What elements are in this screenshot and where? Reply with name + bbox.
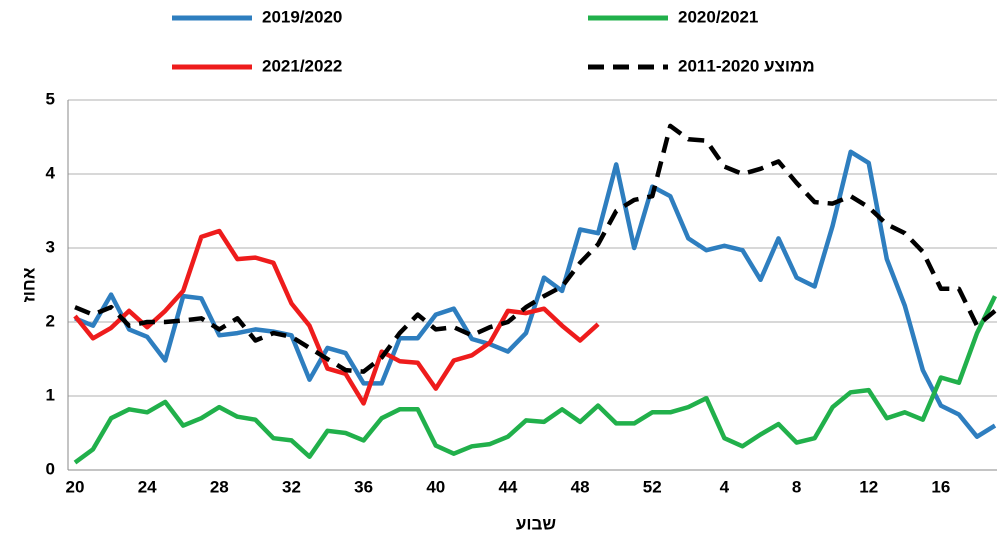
x-tick-label: 20 <box>66 477 85 496</box>
y-tick-label: 3 <box>46 237 55 256</box>
legend-label: ממוצע 2011-2020 <box>678 56 815 75</box>
x-tick-label: 4 <box>720 477 730 496</box>
series-line <box>74 149 997 439</box>
x-axis-label: שבוע <box>516 514 557 533</box>
x-tick-label: 36 <box>354 477 373 496</box>
x-tick-label: 12 <box>859 477 878 496</box>
x-tick-label: 40 <box>426 477 445 496</box>
y-tick-label: 0 <box>46 459 55 478</box>
y-tick-label: 5 <box>46 89 55 108</box>
x-tick-label: 48 <box>571 477 590 496</box>
y-tick-label: 2 <box>46 311 55 330</box>
x-tick-label: 52 <box>643 477 662 496</box>
x-tick-label: 8 <box>792 477 801 496</box>
legend-label: 2020/2021 <box>678 7 758 26</box>
series-line <box>74 123 997 374</box>
legend-label: 2019/2020 <box>262 7 342 26</box>
series-line <box>73 295 998 465</box>
series-line <box>73 228 600 406</box>
legend-label: 2021/2022 <box>262 56 342 75</box>
x-tick-label: 44 <box>498 477 517 496</box>
y-tick-label: 1 <box>46 385 55 404</box>
x-tick-label: 32 <box>282 477 301 496</box>
y-tick-label: 4 <box>46 163 56 182</box>
x-tick-label: 16 <box>931 477 950 496</box>
y-axis-label: אחוז <box>19 267 38 302</box>
x-tick-label: 28 <box>210 477 229 496</box>
x-tick-label: 24 <box>138 477 157 496</box>
